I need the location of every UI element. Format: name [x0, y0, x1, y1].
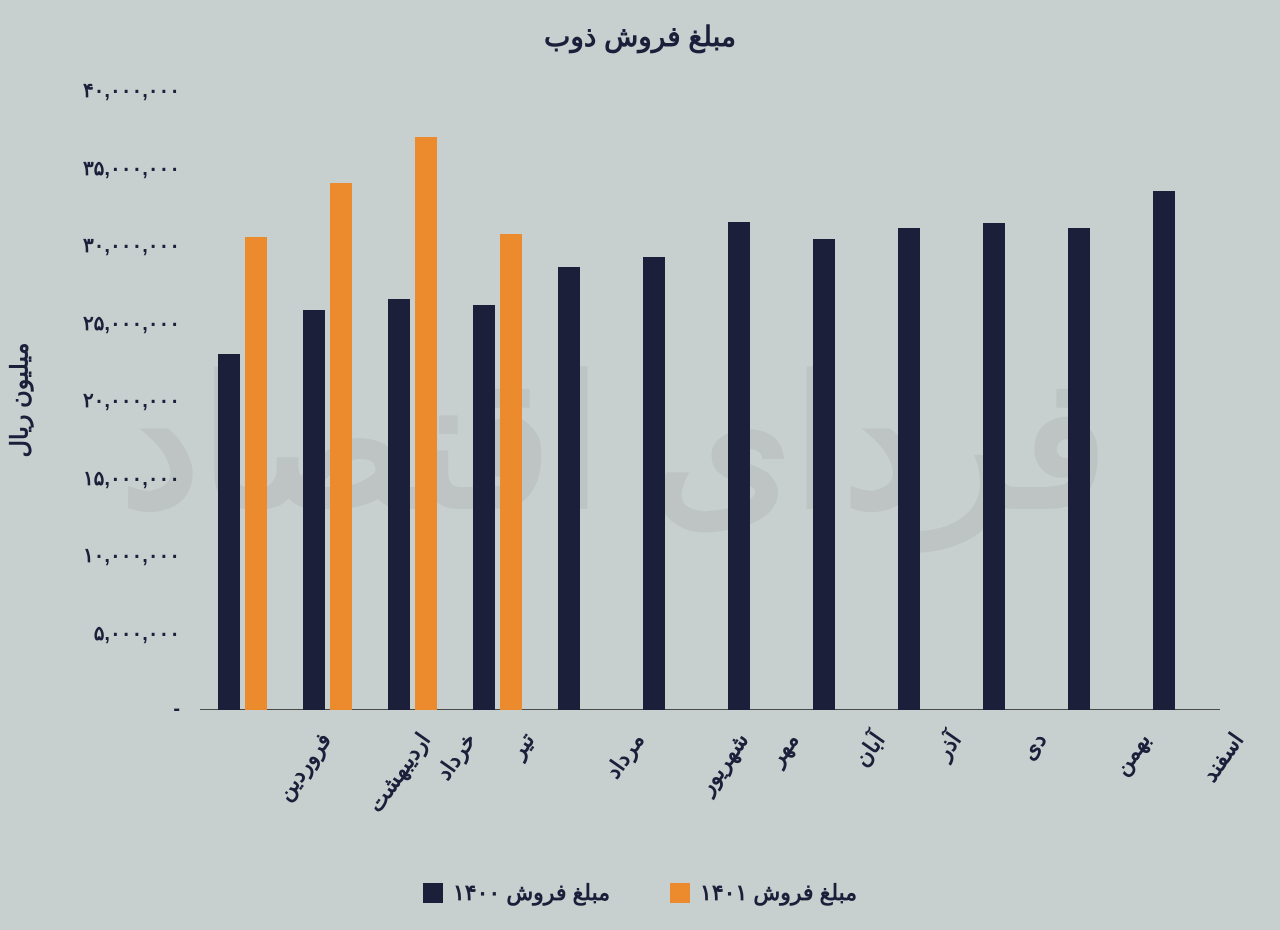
y-tick-label: - — [0, 698, 180, 721]
legend-item: مبلغ فروش ۱۴۰۰ — [423, 880, 610, 906]
bar — [728, 222, 751, 710]
x-tick-label: خرداد — [430, 728, 481, 785]
legend-item: مبلغ فروش ۱۴۰۱ — [670, 880, 857, 906]
bar — [330, 183, 353, 710]
bar — [415, 137, 438, 711]
legend-label: مبلغ فروش ۱۴۰۰ — [453, 880, 610, 906]
bar — [898, 228, 921, 710]
chart-title: مبلغ فروش ذوب — [0, 20, 1280, 53]
bar — [643, 257, 666, 710]
sales-bar-chart: فردای اقتصاد مبلغ فروش ذوب میلیون ریال -… — [0, 0, 1280, 930]
x-tick-label: دی — [1015, 728, 1052, 765]
legend: مبلغ فروش ۱۴۰۰ مبلغ فروش ۱۴۰۱ — [0, 880, 1280, 906]
bar — [218, 354, 241, 711]
bar — [500, 234, 523, 710]
bar — [388, 299, 411, 710]
bar — [1153, 191, 1176, 710]
bar — [303, 310, 326, 710]
plot-area — [200, 90, 1220, 710]
x-tick-label: فروردین — [271, 728, 336, 806]
x-tick-label: شهریور — [693, 728, 754, 799]
x-tick-label: آذر — [930, 728, 967, 765]
y-tick-label: ۵,۰۰۰,۰۰۰ — [0, 621, 180, 646]
y-tick-label: ۳۰,۰۰۰,۰۰۰ — [0, 233, 180, 258]
bar — [245, 237, 268, 710]
bar — [1068, 228, 1091, 710]
legend-label: مبلغ فروش ۱۴۰۱ — [700, 880, 857, 906]
x-tick-label: تیر — [504, 728, 540, 763]
y-tick-label: ۱۵,۰۰۰,۰۰۰ — [0, 466, 180, 491]
x-tick-label: بهمن — [1108, 728, 1156, 780]
x-tick-label: اسفند — [1196, 728, 1248, 787]
y-tick-label: ۱۰,۰۰۰,۰۰۰ — [0, 543, 180, 568]
y-tick-label: ۳۵,۰۰۰,۰۰۰ — [0, 156, 180, 181]
x-tick-label: مهر — [763, 728, 804, 771]
x-tick-label: آبان — [848, 728, 889, 772]
bar — [473, 305, 496, 710]
x-tick-label: مرداد — [600, 728, 650, 784]
x-tick-label: اردیبهشت — [362, 728, 435, 817]
bar — [983, 223, 1006, 710]
legend-swatch — [423, 883, 443, 903]
bar — [813, 239, 836, 710]
legend-swatch — [670, 883, 690, 903]
y-tick-label: ۲۵,۰۰۰,۰۰۰ — [0, 311, 180, 336]
bar — [558, 267, 581, 710]
y-tick-label: ۴۰,۰۰۰,۰۰۰ — [0, 78, 180, 103]
y-tick-label: ۲۰,۰۰۰,۰۰۰ — [0, 388, 180, 413]
